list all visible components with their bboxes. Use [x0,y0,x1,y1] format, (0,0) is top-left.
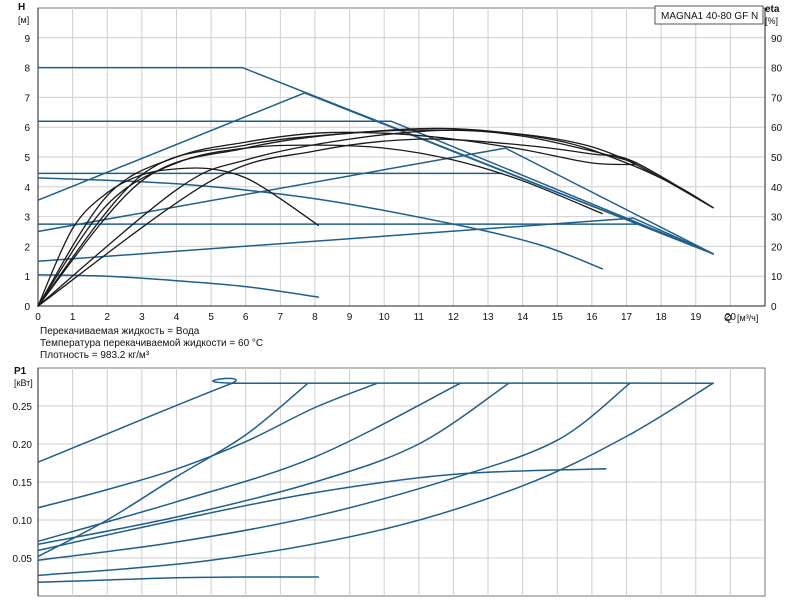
efficiency-curve-13 [37,129,638,307]
bottom-y-tick-label: 0.15 [13,478,33,489]
top-y2-tick-label: 0 [771,302,777,313]
efficiency-curve-15 [37,129,714,307]
efficiency-curve-16 [37,138,714,307]
power-curve-9 [37,576,320,584]
power-curve-8 [37,467,607,552]
head-curve-9 [37,273,320,298]
top-y2-tick-label: 30 [771,213,783,224]
bottom-y-tick-label: 0.10 [13,516,33,527]
top-x-tick-label: 16 [586,312,598,323]
note-density: Плотность = 983.2 кг/м³ [40,350,150,361]
note-temperature: Температура перекачиваемой жидкости = 60… [40,338,263,349]
top-chart-curves [37,66,714,307]
top-x-axis-label: Q [724,313,732,324]
top-x-tick-label: 0 [35,312,41,323]
top-y-tick-label: 7 [24,93,30,104]
power-curve-3 [37,382,309,558]
top-x-tick-label: 17 [621,312,633,323]
power-curve-7 [37,382,714,577]
efficiency-curve-12 [37,131,638,307]
head-curve-8 [37,177,604,270]
top-chart-grid [37,7,766,307]
top-y-tick-label: 2 [24,242,30,253]
top-x-tick-label: 1 [70,312,76,323]
head-curve-1 [37,66,714,255]
top-y2-tick-label: 60 [771,123,783,134]
top-y2-axis-unit: [%] [765,16,778,26]
top-x-axis-unit: [м³/ч] [737,313,758,323]
top-y-axis-unit: [м] [18,15,29,25]
top-y2-tick-label: 40 [771,183,783,194]
top-x-tick-label: 10 [379,312,391,323]
bottom-chart-curves [37,377,714,584]
power-curve-1 [37,377,714,463]
top-y-tick-label: 5 [24,153,30,164]
head-curve-2 [37,92,714,255]
top-x-tick-label: 7 [278,312,284,323]
bottom-y-axis-unit: [кВт] [14,378,33,388]
note-liquid: Перекачиваемая жидкость = Вода [40,326,200,337]
top-x-tick-label: 2 [104,312,110,323]
top-x-tick-label: 6 [243,312,249,323]
top-y2-tick-label: 50 [771,153,783,164]
top-y2-tick-label: 10 [771,272,783,283]
top-y-axis-label: H [18,2,25,13]
top-y-tick-label: 0 [24,302,30,313]
efficiency-curve-10 [37,167,320,307]
power-curve-2 [37,382,379,509]
top-x-tick-label: 3 [139,312,145,323]
top-y-tick-label: 1 [24,272,30,283]
efficiency-curve-11 [37,144,603,307]
head-curve-3 [37,120,714,255]
bottom-y-tick-label: 0.20 [13,440,33,451]
power-curve-6 [37,382,631,562]
top-x-tick-label: 20 [725,312,737,323]
top-y2-tick-label: 20 [771,242,783,253]
bottom-y-tick-label: 0.25 [13,402,33,413]
model-label: MAGNA1 40-80 GF N [661,11,758,22]
top-x-tick-label: 4 [174,312,180,323]
top-y-tick-label: 3 [24,213,30,224]
top-x-tick-label: 18 [656,312,668,323]
top-y2-tick-label: 70 [771,93,783,104]
top-x-tick-label: 5 [208,312,214,323]
top-chart-tick-labels: 0 1 2 3 4 5 6 7 8 9 10 11 12 13 14 15 16 17 18 19 2001234567… [24,34,782,323]
top-x-tick-label: 11 [414,312,425,323]
head-curve-6 [37,217,714,263]
power-curve-5 [37,382,510,546]
top-x-tick-label: 13 [482,312,494,323]
bottom-y-tick-label: 0.05 [13,554,33,565]
top-y2-tick-label: 80 [771,64,783,75]
bottom-chart-grid [37,367,766,597]
efficiency-curve-14 [37,127,714,307]
top-y-tick-label: 8 [24,64,30,75]
top-x-tick-label: 9 [347,312,353,323]
power-curve-4 [37,382,462,543]
top-x-tick-label: 8 [312,312,318,323]
top-x-tick-label: 12 [448,312,460,323]
head-curve-4 [37,147,714,255]
top-x-tick-label: 14 [517,312,529,323]
top-y2-axis-label: eta [765,4,780,15]
bottom-y-axis-label: P1 [14,366,27,377]
top-x-tick-label: 15 [552,312,564,323]
top-y-tick-label: 9 [24,34,30,45]
top-x-tick-label: 19 [690,312,702,323]
bottom-chart-tick-labels: 0.05 0.10 0.15 0.20 0.25 [13,402,33,565]
top-y2-tick-label: 90 [771,34,783,45]
model-label-box [654,5,764,25]
top-y-tick-label: 6 [24,123,30,134]
top-y-tick-label: 4 [24,183,30,194]
